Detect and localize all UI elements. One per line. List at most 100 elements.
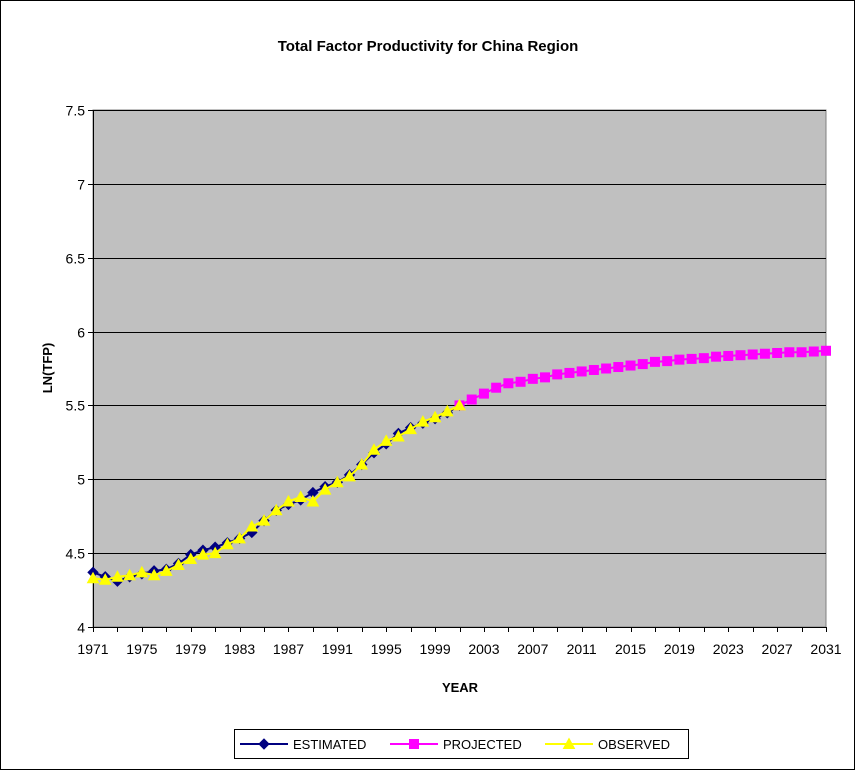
data-point-projected <box>808 346 819 357</box>
data-point-observed <box>245 520 259 532</box>
data-point-projected <box>515 376 526 387</box>
data-point-projected <box>759 348 770 359</box>
data-point-observed <box>392 429 405 442</box>
y-tick-label: 5 <box>77 472 85 488</box>
axes: 4 4.5 5 5.5 6 6.5 7 7.5 1971 1975 1979 1983 1987 1991… <box>66 103 842 658</box>
legend-marker-estimated <box>258 738 270 750</box>
data-point-projected <box>478 388 489 399</box>
data-point-projected <box>772 347 783 358</box>
data-point-observed <box>282 494 295 507</box>
x-axis-title: YEAR <box>442 680 479 695</box>
data-point-projected <box>649 356 660 367</box>
y-tick-label: 7.5 <box>66 103 86 119</box>
data-point-observed <box>306 494 320 507</box>
legend-marker-projected <box>409 739 419 749</box>
data-point-projected <box>613 362 624 373</box>
data-point-observed <box>379 434 393 446</box>
data-point-observed <box>98 573 112 585</box>
data-point-projected <box>503 378 514 389</box>
data-point-observed <box>330 475 344 488</box>
data-point-projected <box>588 364 599 375</box>
x-tick-label: 2007 <box>517 641 548 657</box>
data-point-projected <box>674 354 685 365</box>
legend-label-projected: PROJECTED <box>443 737 522 752</box>
data-point-observed <box>86 571 100 584</box>
data-point-observed <box>404 422 417 435</box>
data-point-projected <box>698 353 709 364</box>
y-tick-label: 5.5 <box>66 398 86 414</box>
y-tick-label: 4 <box>77 620 85 636</box>
data-point-observed <box>221 537 234 550</box>
data-point-projected <box>723 350 734 361</box>
data-point-observed <box>147 568 161 581</box>
plot-area <box>92 109 827 628</box>
data-point-projected <box>747 349 758 360</box>
data-point-projected <box>601 363 612 374</box>
data-point-observed <box>208 546 222 559</box>
data-point-observed <box>318 483 332 495</box>
data-point-observed <box>196 548 210 560</box>
data-point-observed <box>440 404 454 417</box>
x-tick-label: 1971 <box>77 641 108 657</box>
data-point-projected <box>796 347 807 358</box>
data-point-observed <box>343 469 356 482</box>
data-point-observed <box>269 503 283 516</box>
data-point-observed <box>184 552 198 565</box>
x-tick-label: 2027 <box>762 641 793 657</box>
x-tick-label: 2003 <box>468 641 499 657</box>
data-point-observed <box>135 565 149 578</box>
x-tick-label: 1987 <box>273 641 304 657</box>
series-layer <box>86 345 831 587</box>
data-point-projected <box>784 347 795 358</box>
data-point-observed <box>111 570 124 582</box>
data-point-projected <box>576 366 587 377</box>
x-tick-label: 2019 <box>664 641 695 657</box>
x-tick-label: 1979 <box>175 641 206 657</box>
x-tick-label: 1995 <box>371 641 402 657</box>
x-tick-label: 2031 <box>810 641 841 657</box>
data-point-projected <box>637 359 648 370</box>
data-point-observed <box>367 443 381 455</box>
data-point-observed <box>172 558 185 570</box>
data-point-projected <box>821 345 831 356</box>
x-tick-label: 1975 <box>126 641 157 657</box>
x-tick-label: 1991 <box>322 641 353 657</box>
x-tick-label: 2015 <box>615 641 646 657</box>
x-tick-label: 2011 <box>567 641 597 657</box>
y-tick-label: 6.5 <box>66 251 86 267</box>
x-tick-label: 1983 <box>224 641 255 657</box>
data-point-projected <box>552 369 563 380</box>
data-point-observed <box>294 490 308 503</box>
data-point-observed <box>416 415 430 427</box>
data-point-projected <box>711 351 722 362</box>
legend-marker-observed <box>562 737 576 749</box>
data-point-projected <box>527 373 538 384</box>
legend-box <box>234 729 689 759</box>
data-point-projected <box>564 367 575 378</box>
data-point-projected <box>625 360 636 371</box>
data-point-projected <box>466 394 477 405</box>
y-tick-label: 7 <box>77 177 85 193</box>
data-point-projected <box>540 372 551 383</box>
data-point-observed <box>453 398 466 411</box>
y-axis-title: LN(TFP) <box>40 343 55 394</box>
legend-label-observed: OBSERVED <box>598 737 670 752</box>
legend-label-estimated: ESTIMATED <box>293 737 366 752</box>
data-point-observed <box>428 410 442 423</box>
data-point-observed <box>257 514 271 526</box>
legend: ESTIMATED PROJECTED OBSERVED <box>234 729 689 759</box>
data-point-projected <box>735 350 746 361</box>
chart-title: Total Factor Productivity for China Regi… <box>278 38 579 55</box>
data-point-observed <box>159 564 173 576</box>
data-point-observed <box>123 568 136 581</box>
data-point-projected <box>491 382 502 393</box>
y-tick-label: 4.5 <box>66 546 86 562</box>
y-tick-label: 6 <box>77 325 85 341</box>
x-tick-label: 2023 <box>713 641 744 657</box>
series-observed <box>86 398 466 585</box>
data-point-observed <box>355 457 369 470</box>
data-point-projected <box>686 353 697 364</box>
x-tick-label: 1999 <box>419 641 450 657</box>
